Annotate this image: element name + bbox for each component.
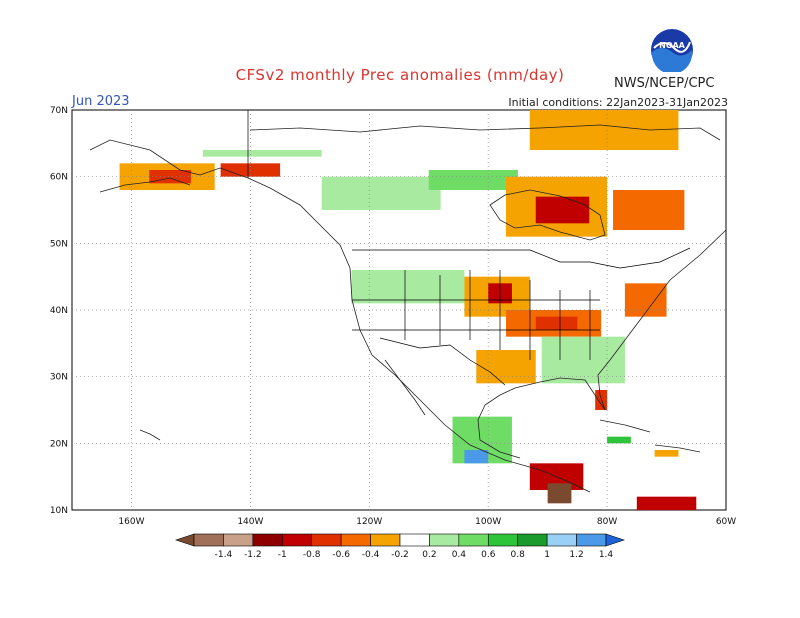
colorbar-label: -1.4	[215, 550, 233, 560]
valid-month: Jun 2023	[72, 94, 130, 109]
colorbar-swatch	[429, 533, 460, 547]
region-florida-dry	[595, 390, 608, 410]
region-alaska-north-wet	[202, 150, 322, 157]
region-canada-central-wet	[428, 170, 518, 190]
lon-label: 140W	[237, 517, 263, 527]
colorbar-min-arrow	[175, 533, 195, 547]
region-central-america-brown	[547, 483, 572, 504]
colorbar-swatch	[193, 533, 224, 547]
svg-text:NOAA: NOAA	[659, 41, 685, 50]
region-mexico-coast-blue	[464, 450, 489, 464]
agency-label: NWS/NCEP/CPC	[614, 76, 715, 91]
anomaly-regions	[119, 110, 697, 510]
colorbar-swatch	[517, 533, 548, 547]
lat-label: 10N	[50, 506, 68, 516]
colorbar-label: 1	[544, 550, 550, 560]
lon-label: 60W	[716, 517, 736, 527]
colorbar-swatch	[399, 533, 430, 547]
axis-labels: 70N 60N 50N 40N 30N 20N 10N 160W 140W 120W 100W 80W…	[50, 106, 736, 527]
noaa-logo-icon: NOAA	[651, 29, 693, 72]
lon-label: 160W	[118, 517, 144, 527]
lat-label: 60N	[50, 173, 68, 183]
colorbar-label: 0.4	[452, 550, 467, 560]
region-south-america-dry	[636, 496, 697, 510]
colorbar-label: -1	[278, 550, 287, 560]
colorbar-label: -0.2	[391, 550, 409, 560]
colorbar-swatch	[252, 533, 283, 547]
lon-label: 120W	[356, 517, 382, 527]
region-texas-dry	[476, 350, 536, 384]
colorbar-label: 0.2	[422, 550, 436, 560]
colorbar-swatch	[546, 533, 577, 547]
region-ne-dry	[624, 283, 667, 317]
colorbar-label: -0.4	[362, 550, 380, 560]
colorbar-swatch	[311, 533, 342, 547]
colorbar-swatch	[576, 533, 607, 547]
lon-label: 100W	[475, 517, 501, 527]
colorbar-label: -0.6	[332, 550, 350, 560]
lat-label: 40N	[50, 306, 68, 316]
political-borders	[247, 110, 691, 386]
colorbar-label: 0.8	[511, 550, 526, 560]
region-ohio-dry-core	[535, 316, 578, 330]
region-hudson-dry-core	[535, 196, 590, 224]
colorbar-swatch	[370, 533, 401, 547]
colorbar-label: -1.2	[244, 550, 262, 560]
colorbar-label: 1.4	[599, 550, 614, 560]
colorbar-swatch	[340, 533, 371, 547]
region-nw-us-wet	[351, 270, 465, 304]
colorbar: -1.4 -1.2 -1 -0.8 -0.6 -0.4 -0.2 0.2 0.4 0.6 0.8 1 1…	[175, 533, 625, 560]
colorbar-swatch	[487, 533, 519, 547]
colorbar-swatch	[223, 533, 254, 547]
region-caribbean-dry	[654, 450, 679, 457]
colorbar-max-arrow	[605, 533, 625, 547]
lat-label: 20N	[50, 439, 68, 449]
region-cuba-wet	[607, 436, 631, 444]
map-title: CFSv2 monthly Prec anomalies (mm/day)	[235, 66, 565, 84]
map-gridlines	[72, 110, 726, 510]
coastlines	[89, 124, 727, 493]
lat-label: 70N	[50, 106, 68, 116]
colorbar-label: 1.2	[569, 550, 583, 560]
lon-label: 80W	[597, 517, 617, 527]
colorbar-swatch	[458, 533, 489, 547]
lat-label: 30N	[50, 373, 68, 383]
region-southeast-wet	[541, 336, 625, 384]
colorbar-label: 0.6	[481, 550, 496, 560]
initial-conditions: Initial conditions: 22Jan2023-31Jan2023	[508, 96, 728, 109]
colorbar-swatch	[281, 533, 313, 547]
region-quebec-dry	[613, 190, 685, 230]
colorbar-label: -0.8	[303, 550, 321, 560]
region-canada-west-wet	[321, 176, 441, 210]
lat-label: 50N	[50, 239, 68, 249]
